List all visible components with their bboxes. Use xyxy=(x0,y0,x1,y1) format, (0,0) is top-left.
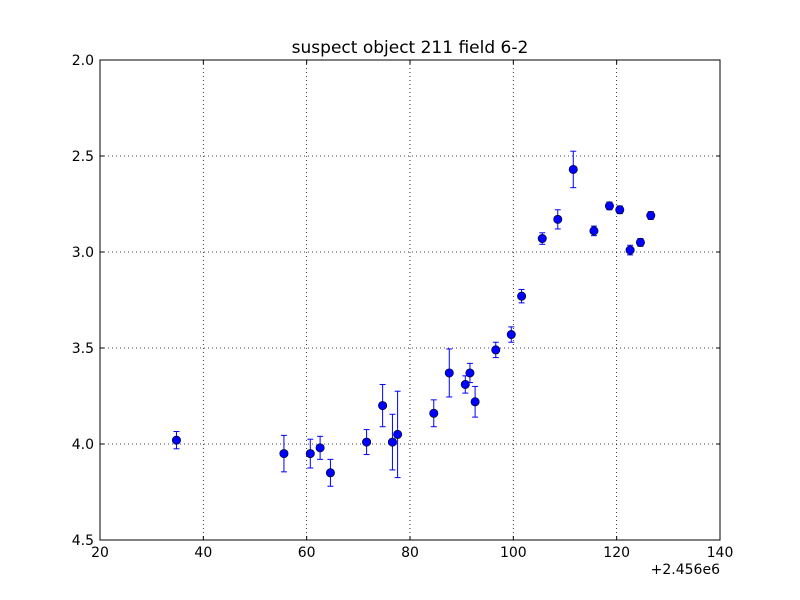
data-point xyxy=(465,368,475,378)
data-point xyxy=(279,449,289,459)
data-point xyxy=(604,201,614,211)
y-tick-label: 3.5 xyxy=(72,341,94,357)
data-point xyxy=(491,345,501,355)
x-tick-label: 60 xyxy=(298,545,316,561)
data-point xyxy=(305,449,315,459)
data-point xyxy=(589,226,599,236)
y-tick-label: 2.0 xyxy=(72,53,94,69)
chart-title: suspect object 211 field 6-2 xyxy=(292,38,529,58)
y-tick-label: 4.5 xyxy=(72,533,94,549)
data-point xyxy=(315,443,325,453)
x-tick-label: 80 xyxy=(401,545,419,561)
data-point xyxy=(378,401,388,411)
data-point xyxy=(362,437,372,447)
x-tick-label: 120 xyxy=(603,545,630,561)
data-point xyxy=(553,214,563,224)
y-tick-label: 2.5 xyxy=(72,149,94,165)
axis-ticks: 20 40 60 80 100 120 140 2.0 2.5 3.0 3.5 4.0 4.5 xyxy=(72,53,734,561)
x-tick-label: 100 xyxy=(500,545,527,561)
data-point xyxy=(460,379,470,389)
y-tick-label: 3.0 xyxy=(72,245,94,261)
x-offset-label: +2.456e6 xyxy=(651,562,720,578)
y-tick-label: 4.0 xyxy=(72,437,94,453)
data-point xyxy=(429,408,439,418)
data-points xyxy=(171,164,656,478)
data-point xyxy=(393,429,403,439)
grid-lines xyxy=(100,60,720,540)
x-tick-label: 140 xyxy=(707,545,734,561)
data-point xyxy=(470,397,480,407)
data-point xyxy=(537,234,547,244)
data-point xyxy=(635,237,645,247)
data-point xyxy=(646,211,656,221)
data-point xyxy=(517,291,527,301)
x-tick-label: 20 xyxy=(91,545,109,561)
data-point xyxy=(444,368,454,378)
x-tick-label: 40 xyxy=(194,545,212,561)
data-point xyxy=(171,435,181,445)
data-point xyxy=(625,245,635,255)
data-point xyxy=(615,205,625,215)
data-point xyxy=(506,330,516,340)
data-point xyxy=(568,164,578,174)
data-point xyxy=(387,437,397,447)
data-point xyxy=(325,468,335,478)
